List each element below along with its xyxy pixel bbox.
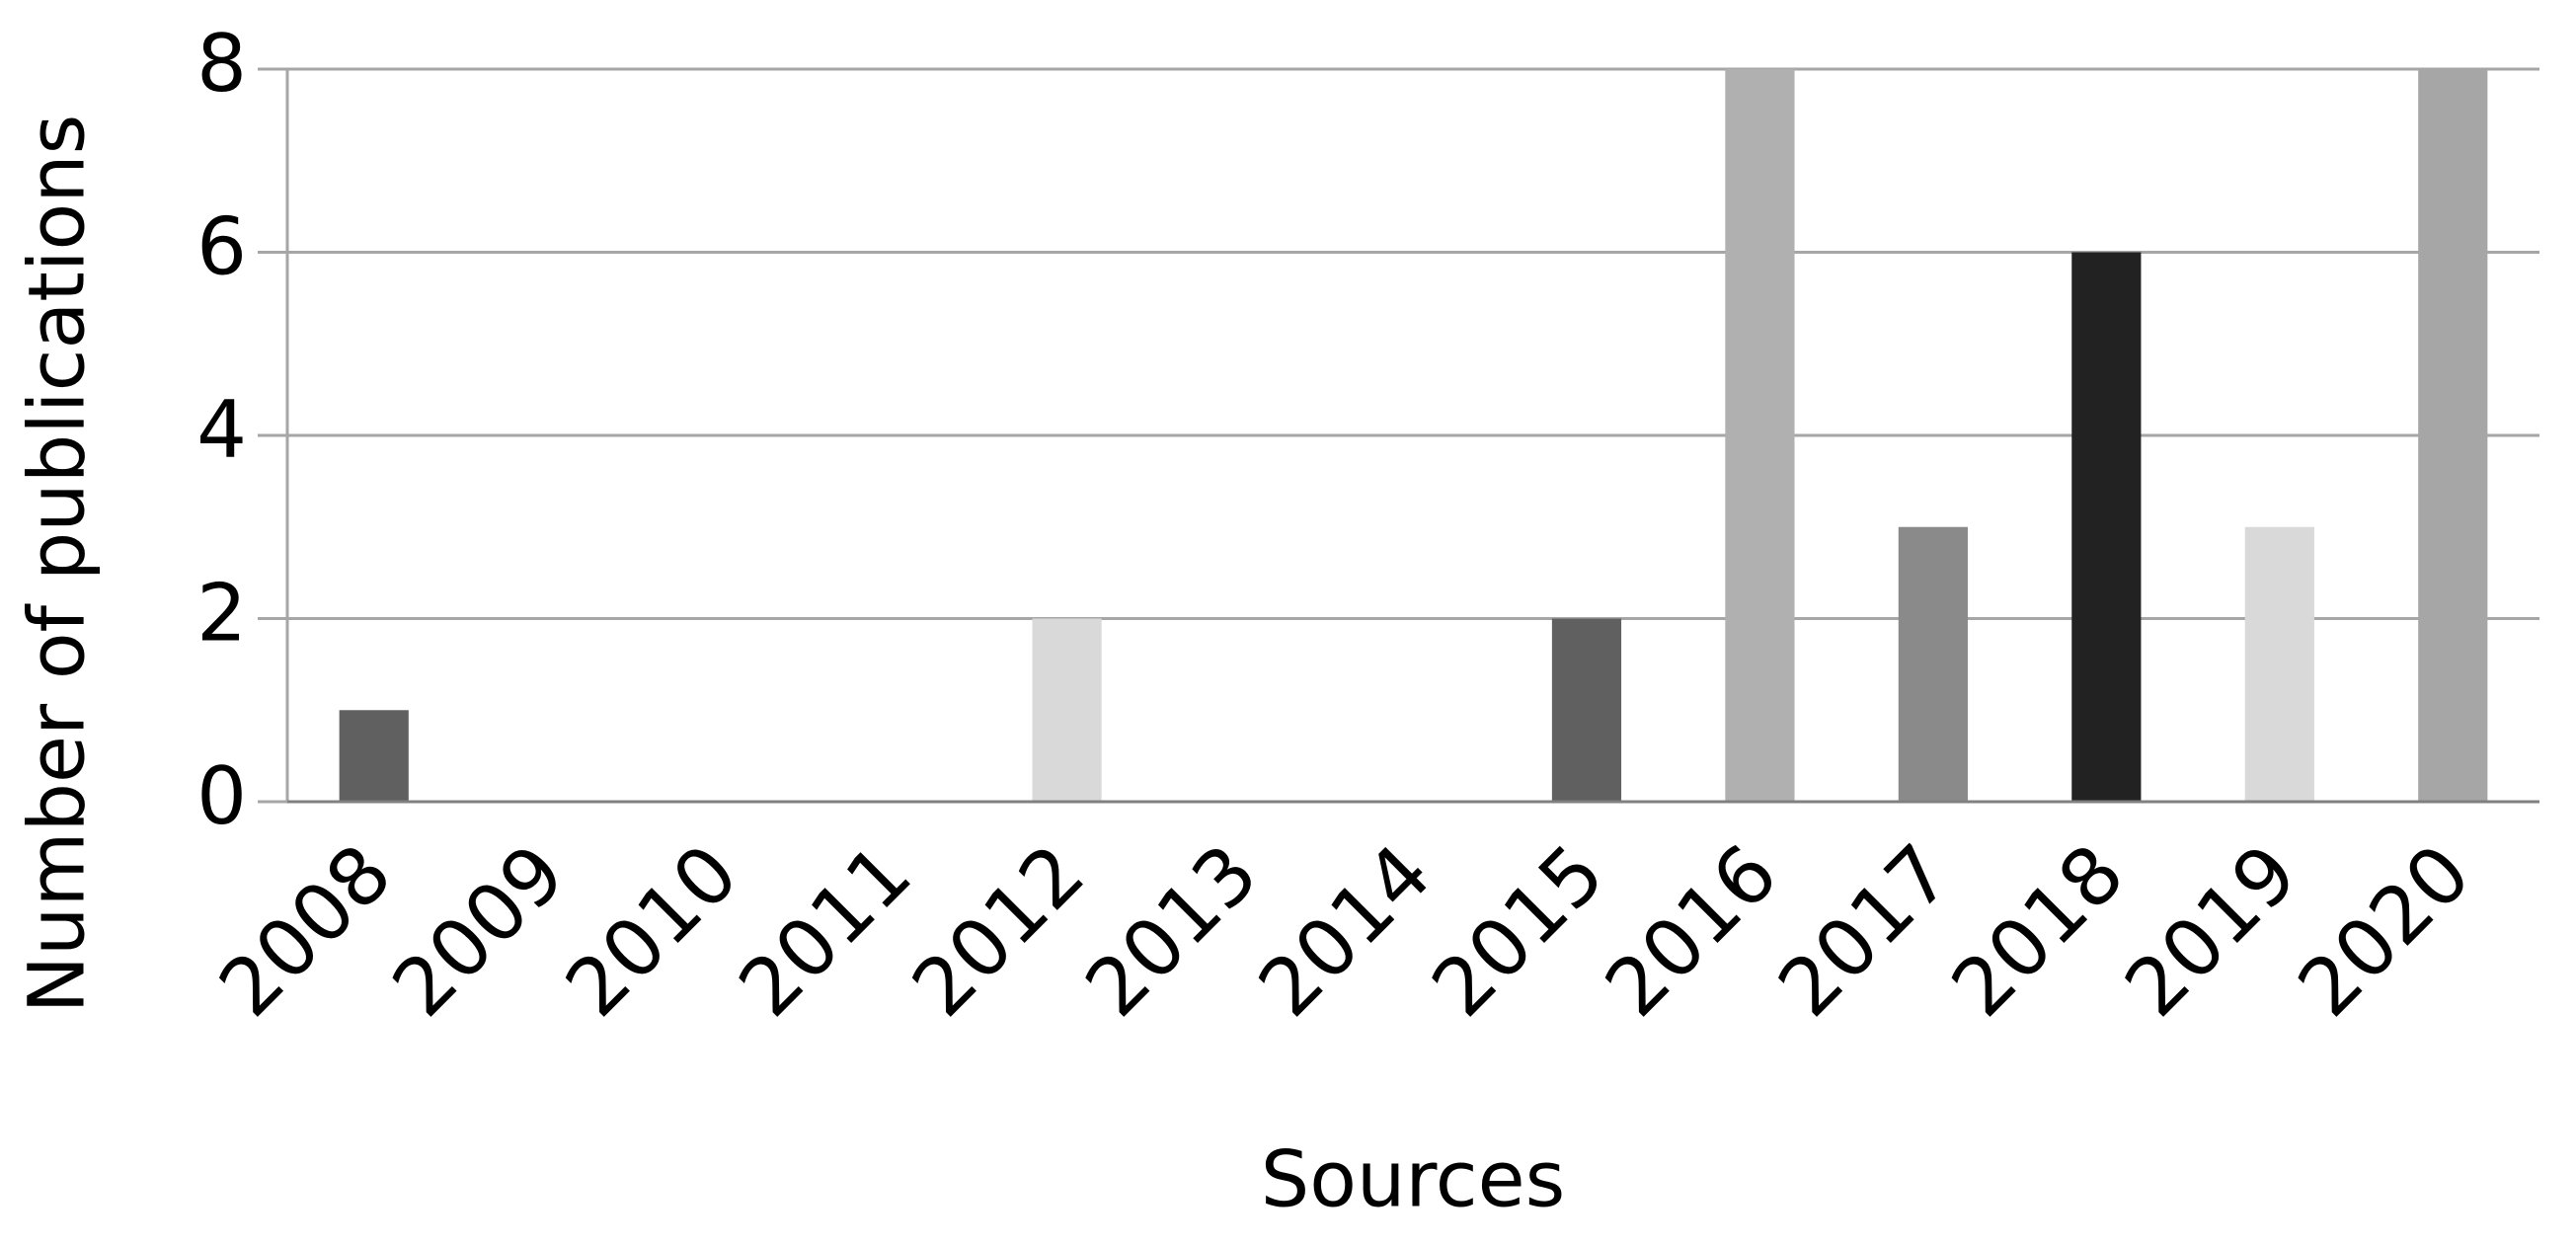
y-tick-label: 2	[196, 567, 247, 659]
x-tick-label: 2015	[1415, 827, 1622, 1035]
bar	[1551, 618, 1622, 802]
y-tick-label: 8	[196, 18, 247, 110]
x-tick-label: 2009	[375, 827, 583, 1035]
x-tick-label: 2020	[2281, 827, 2488, 1035]
y-tick-label: 0	[196, 750, 247, 842]
y-tick-label: 6	[196, 200, 247, 292]
bar	[1725, 69, 1795, 802]
y-tick-label: 4	[196, 384, 247, 476]
x-tick-label: 2014	[1241, 827, 1448, 1035]
x-axis-title: Sources	[1261, 1135, 1566, 1224]
x-tick-label: 2013	[1068, 827, 1276, 1035]
y-axis-title: Number of publications	[13, 115, 102, 1014]
x-tick-label: 2018	[1934, 827, 2142, 1035]
x-tick-label: 2019	[2108, 827, 2315, 1035]
x-tick-label: 2010	[548, 827, 755, 1035]
x-tick-label: 2008	[201, 827, 409, 1035]
x-tick-label: 2016	[1588, 827, 1795, 1035]
bar	[2418, 69, 2488, 802]
bar	[1898, 526, 1968, 802]
bar	[2244, 526, 2314, 802]
bar	[2071, 252, 2142, 802]
x-tick-label: 2017	[1761, 827, 1969, 1035]
bar	[339, 710, 409, 802]
x-tick-label: 2012	[895, 827, 1102, 1035]
bar	[1032, 618, 1102, 802]
x-tick-label: 2011	[722, 827, 929, 1035]
